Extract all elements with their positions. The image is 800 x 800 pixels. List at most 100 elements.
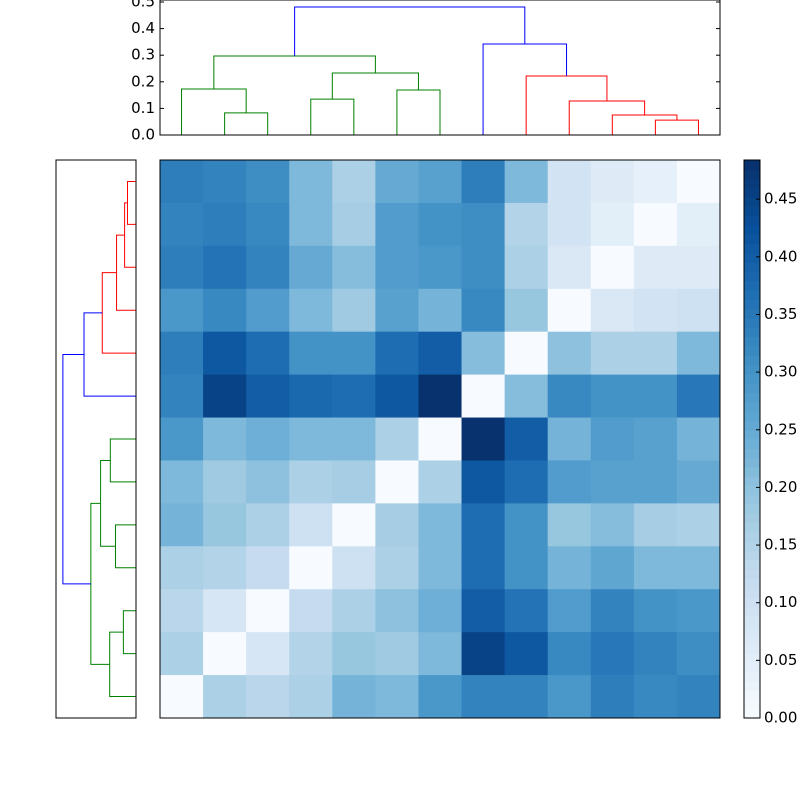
heatmap-cell [375, 675, 419, 719]
colorbar-step [744, 336, 760, 347]
colorbar-step [744, 532, 760, 542]
colorbar-step [744, 615, 760, 626]
heatmap-cell [332, 160, 376, 204]
colorbar-step [744, 420, 760, 431]
heatmap-cell [590, 288, 635, 333]
colorbar-step [744, 494, 760, 505]
colorbar-step [744, 299, 760, 310]
colorbar-tick-label: 0.30 [764, 363, 797, 381]
heatmap-cell [418, 245, 463, 290]
heatmap-cell [332, 546, 376, 590]
dendrogram-link [101, 272, 136, 354]
heatmap-cell [160, 374, 204, 419]
heatmap-cell [203, 417, 247, 461]
heatmap-cell [203, 503, 247, 547]
colorbar-step [744, 597, 760, 607]
colorbar-step [744, 401, 760, 412]
heatmap-cell [203, 160, 247, 204]
heatmap-cell [332, 374, 376, 419]
heatmap-cell [633, 202, 678, 247]
heatmap-cell [676, 331, 721, 376]
dendrogram-link [109, 631, 136, 698]
heatmap-cell [289, 374, 333, 419]
dendrogram-link [525, 75, 608, 135]
heatmap-cell [547, 589, 592, 633]
colorbar-step [744, 476, 760, 486]
colorbar-step [744, 327, 760, 338]
heatmap-cell [676, 417, 721, 461]
heatmap-cell [504, 460, 549, 504]
colorbar-step [744, 262, 760, 273]
heatmap-cell [676, 245, 721, 290]
heatmap-cell [418, 632, 463, 676]
heatmap-cell [160, 503, 204, 547]
heatmap-cell [676, 160, 721, 204]
colorbar-step [744, 206, 760, 217]
heatmap-cell [203, 460, 247, 504]
heatmap-cell [461, 288, 506, 333]
colorbar-step [744, 271, 760, 282]
heatmap-cell [676, 546, 721, 590]
dendrogram-link [100, 459, 116, 547]
colorbar-step [744, 457, 760, 468]
heatmap-cell [504, 245, 549, 290]
colorbar-tick-label: 0.35 [764, 305, 797, 323]
heatmap-cell [547, 460, 592, 504]
heatmap-cell [590, 460, 635, 504]
heatmap-cell [504, 374, 549, 419]
heatmap-cell [418, 546, 463, 590]
heatmap-cell [547, 331, 592, 376]
heatmap-cell [676, 460, 721, 504]
colorbar-step [744, 513, 760, 524]
heatmap-cell [504, 331, 549, 376]
heatmap-cell [676, 589, 721, 633]
colorbar-step [744, 680, 760, 691]
colorbar-step [744, 652, 760, 663]
heatmap-cell [289, 288, 333, 333]
colorbar-step [744, 522, 760, 533]
dendrogram-link [126, 180, 136, 225]
heatmap-cell [160, 589, 204, 633]
colorbar-step [744, 225, 760, 235]
heatmap-cell [160, 288, 204, 333]
colorbar-step [744, 587, 760, 598]
heatmap-cell [203, 546, 247, 590]
colorbar-step [744, 160, 760, 170]
dendrogram-link [181, 88, 247, 135]
heatmap-cell [461, 245, 506, 290]
heatmap-cell [504, 503, 549, 547]
colorbar-step [744, 411, 760, 421]
heatmap-cell [633, 160, 678, 204]
heatmap-cell [375, 546, 419, 590]
dendrogram-link [396, 89, 441, 135]
heatmap-cell [418, 331, 463, 376]
heatmap-cell [289, 632, 333, 676]
colorbar-step [744, 708, 760, 719]
heatmap-cell [504, 417, 549, 461]
colorbar-step [744, 578, 760, 589]
heatmap-cell [332, 589, 376, 633]
heatmap-cell [203, 202, 247, 247]
colorbar-step [744, 569, 760, 579]
heatmap-cell [676, 503, 721, 547]
y-tick-label: 0.2 [131, 72, 155, 90]
heatmap-cell [590, 546, 635, 590]
colorbar-step [744, 466, 760, 477]
dendrogram-link [109, 438, 136, 483]
heatmap-cell [160, 632, 204, 676]
heatmap-cell [461, 546, 506, 590]
heatmap-cell [332, 245, 376, 290]
heatmap-cell [332, 417, 376, 461]
heatmap-cell [504, 632, 549, 676]
heatmap-cell [332, 675, 376, 719]
heatmap-cell [676, 202, 721, 247]
colorbar-step [744, 290, 760, 300]
heatmap-cell [504, 546, 549, 590]
dendrogram-frame [55, 159, 137, 719]
y-tick-label: 0.0 [131, 126, 155, 144]
heatmap-cell [203, 331, 247, 376]
heatmap-cell [203, 589, 247, 633]
heatmap-cell [160, 331, 204, 376]
heatmap-cell [246, 546, 290, 590]
